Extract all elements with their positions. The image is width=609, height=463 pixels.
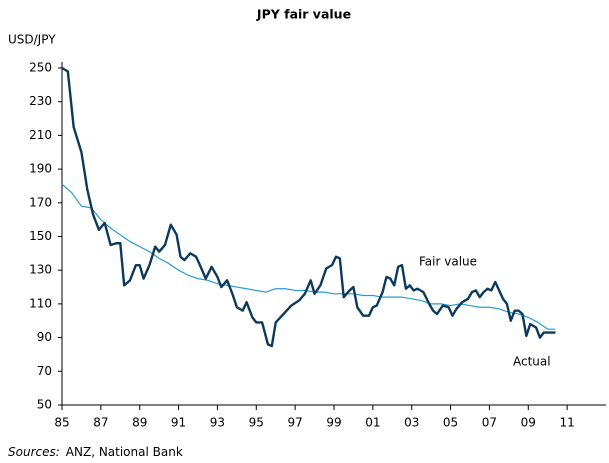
y-tick-label: 210 xyxy=(29,128,52,142)
y-tick-label: 70 xyxy=(37,364,52,378)
x-tick-label: 91 xyxy=(171,416,186,430)
x-tick-label: 85 xyxy=(54,416,69,430)
x-tick-label: 87 xyxy=(93,416,108,430)
y-tick-label: 250 xyxy=(29,61,52,75)
x-tick-label: 05 xyxy=(443,416,458,430)
x-tick-label: 97 xyxy=(288,416,303,430)
series-label: Fair value xyxy=(419,255,477,269)
y-tick-label: 230 xyxy=(29,94,52,108)
y-tick-label: 50 xyxy=(37,398,52,412)
series-label: Actual xyxy=(513,355,551,369)
x-tick-label: 99 xyxy=(326,416,341,430)
y-tick-label: 190 xyxy=(29,162,52,176)
source-text: ANZ, National Bank xyxy=(66,445,183,459)
y-tick-label: 90 xyxy=(37,330,52,344)
y-axis-label: USD/JPY xyxy=(8,33,56,47)
series-line xyxy=(61,66,556,348)
series-line xyxy=(61,183,556,330)
x-tick-label: 03 xyxy=(404,416,419,430)
x-tick-label: 09 xyxy=(521,416,536,430)
x-tick-label: 01 xyxy=(365,416,380,430)
y-tick-label: 130 xyxy=(29,263,52,277)
x-tick-label: 11 xyxy=(560,416,575,430)
chart-title: JPY fair value xyxy=(256,7,351,22)
x-tick-label: 89 xyxy=(132,416,147,430)
y-tick-label: 110 xyxy=(29,296,52,310)
x-tick-label: 95 xyxy=(249,416,264,430)
source-label: Sources: xyxy=(8,445,60,459)
source: Sources: ANZ, National Bank xyxy=(8,445,183,459)
x-tick-label: 07 xyxy=(482,416,497,430)
y-tick-label: 170 xyxy=(29,195,52,209)
y-tick-label: 150 xyxy=(29,229,52,243)
x-tick-label: 93 xyxy=(210,416,225,430)
